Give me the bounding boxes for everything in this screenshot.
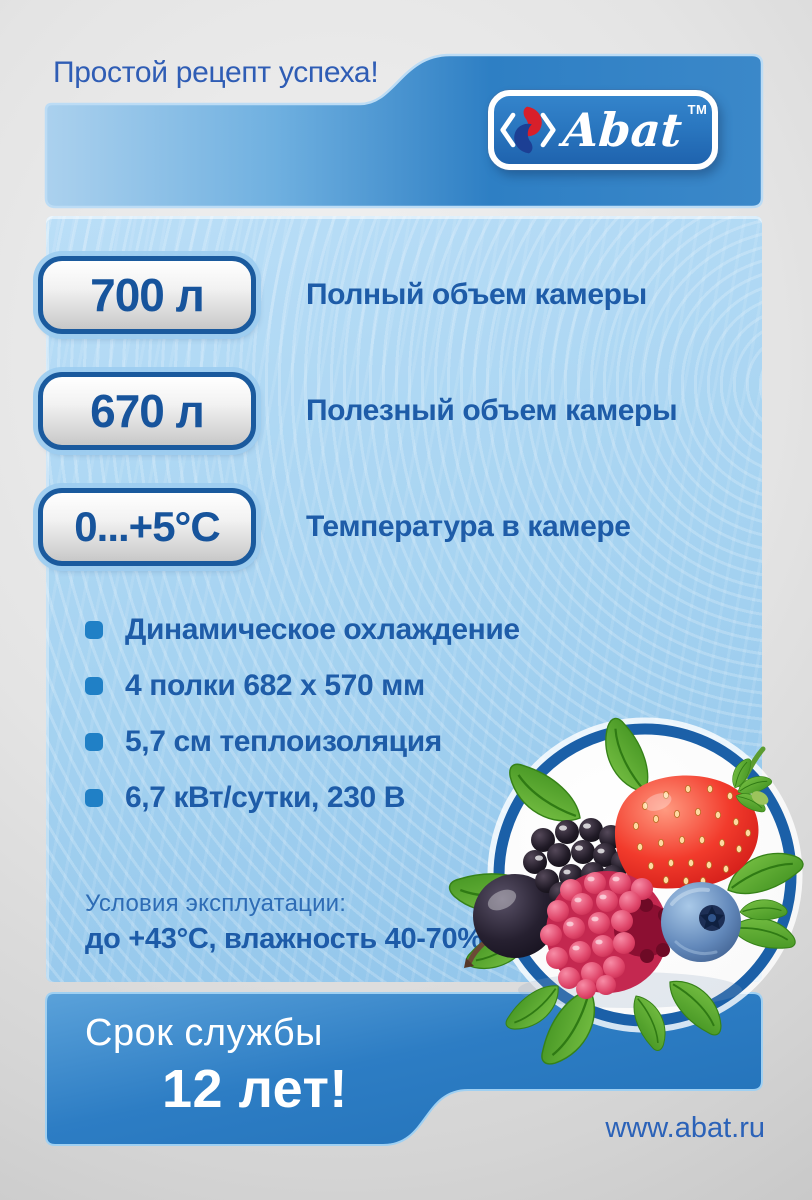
spec-label: Полезный объем камеры (306, 394, 678, 427)
abat-logo-icon (500, 106, 556, 154)
strawberry-illustration (614, 746, 774, 889)
operating-conditions: Условия эксплуатации: до +43°С, влажност… (85, 890, 483, 956)
bullet-icon (85, 621, 103, 639)
feature-list: Динамическое охлаждение 4 полки 682 х 57… (85, 608, 520, 820)
bullet-icon (85, 677, 103, 695)
website-link[interactable]: www.abat.ru (605, 1112, 765, 1144)
service-life-value: 12 лет! (162, 1059, 348, 1119)
conditions-value: до +43°С, влажность 40-70% (85, 923, 483, 955)
logo-wordmark: Abat (560, 103, 684, 157)
list-item: 5,7 см теплоизоляция (85, 720, 520, 764)
tagline: Простой рецепт успеха! (53, 56, 379, 89)
spec-value-badge: 700 л (38, 256, 256, 334)
abat-logo: Abat TM (488, 90, 718, 170)
spec-label: Полный объем камеры (306, 278, 647, 311)
blueberry-illustration (661, 882, 741, 962)
berries-image (445, 712, 808, 1075)
conditions-title: Условия эксплуатации: (85, 890, 347, 917)
raspberry-illustration (540, 871, 677, 999)
spec-row: 670 л Полезный объем камеры (38, 372, 758, 450)
bullet-icon (85, 789, 103, 807)
feature-text: 5,7 см теплоизоляция (125, 725, 442, 758)
service-life-label: Срок службы (85, 1012, 323, 1054)
list-item: Динамическое охлаждение (85, 608, 520, 652)
feature-text: 4 полки 682 х 570 мм (125, 669, 425, 702)
list-item: 6,7 кВт/сутки, 230 В (85, 776, 520, 820)
feature-text: Динамическое охлаждение (125, 613, 520, 646)
spec-label: Температура в камере (306, 510, 631, 543)
spec-value-badge: 0...+5°C (38, 488, 256, 566)
bullet-icon (85, 733, 103, 751)
trademark-symbol: TM (687, 102, 708, 117)
feature-text: 6,7 кВт/сутки, 230 В (125, 781, 405, 814)
blackcurrant-illustration (464, 874, 557, 968)
spec-row: 0...+5°C Температура в камере (38, 488, 758, 566)
spec-value-badge: 670 л (38, 372, 256, 450)
spec-row: 700 л Полный объем камеры (38, 256, 758, 334)
list-item: 4 полки 682 х 570 мм (85, 664, 520, 708)
